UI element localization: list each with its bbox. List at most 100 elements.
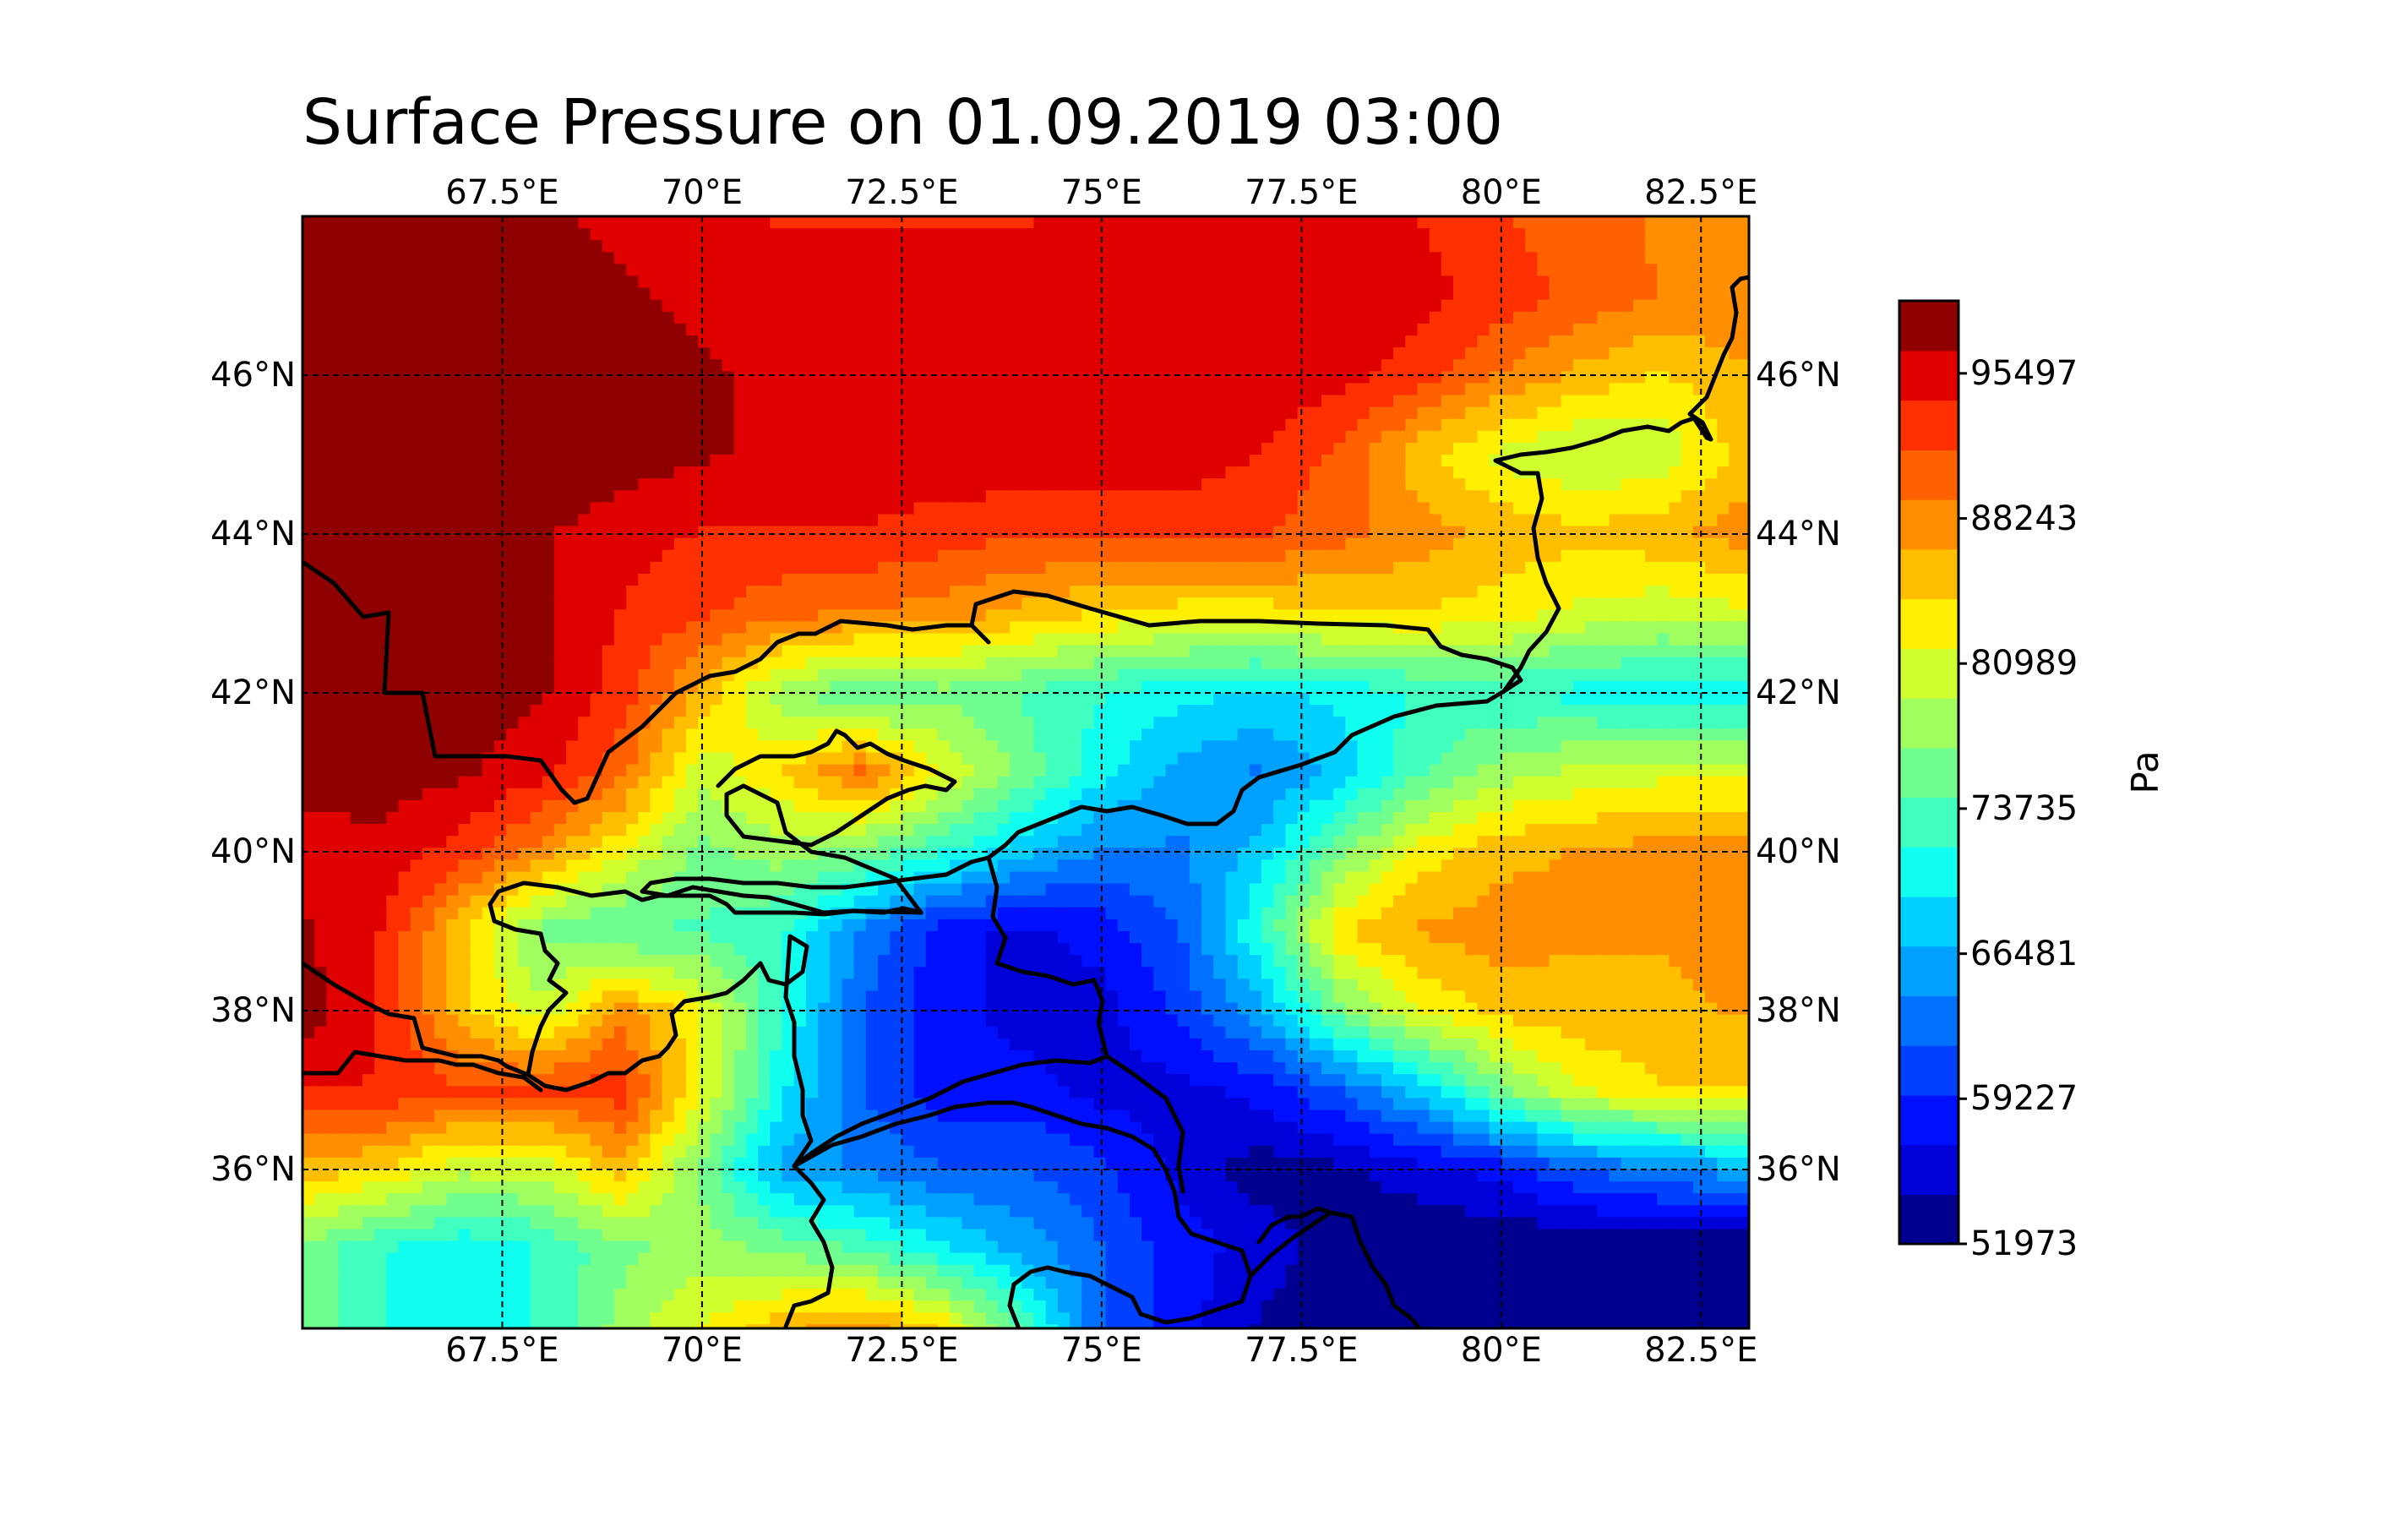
pressure-cell — [506, 621, 520, 635]
pressure-cell — [1561, 383, 1574, 396]
pressure-cell — [1081, 406, 1095, 420]
pressure-cell — [566, 323, 580, 336]
pressure-cell — [1261, 657, 1274, 670]
pressure-cell — [602, 371, 615, 384]
pressure-cell — [925, 430, 939, 444]
pressure-cell — [326, 502, 340, 515]
pressure-cell — [1345, 442, 1359, 455]
pressure-cell — [1093, 466, 1107, 479]
pressure-cell — [434, 252, 448, 265]
pressure-cell — [1165, 597, 1179, 611]
pressure-cell — [1177, 586, 1190, 598]
pressure-cell — [1513, 406, 1526, 420]
pressure-cell — [842, 383, 855, 396]
pressure-cell — [1357, 680, 1370, 694]
pressure-cell — [1261, 526, 1274, 539]
pressure-cell — [1417, 466, 1430, 479]
pressure-cell — [626, 228, 640, 241]
pressure-cell — [1453, 240, 1466, 254]
pressure-cell — [1741, 633, 1749, 646]
pressure-cell — [1669, 347, 1682, 360]
pressure-cell — [626, 311, 640, 324]
pressure-cell — [1105, 633, 1119, 646]
pressure-cell — [1597, 609, 1610, 623]
pressure-cell — [1393, 275, 1407, 289]
pressure-cell — [458, 335, 471, 348]
pressure-cell — [722, 657, 735, 670]
pressure-cell — [1681, 490, 1694, 504]
pressure-cell — [1513, 693, 1526, 706]
pressure-cell — [1729, 609, 1742, 623]
pressure-cell — [530, 597, 543, 611]
pressure-cell — [997, 371, 1011, 384]
pressure-cell — [1297, 645, 1310, 658]
pressure-cell — [1105, 216, 1119, 229]
pressure-cell — [1381, 514, 1394, 527]
pressure-cell — [494, 371, 507, 384]
pressure-cell — [853, 287, 867, 301]
pressure-cell — [434, 680, 448, 694]
pressure-cell — [1021, 299, 1035, 313]
pressure-cell — [758, 216, 771, 229]
pressure-cell — [830, 406, 843, 420]
pressure-cell — [1153, 466, 1167, 479]
pressure-cell — [362, 359, 375, 373]
pressure-cell — [1261, 311, 1274, 324]
pressure-cell — [338, 549, 351, 563]
pressure-cell — [518, 549, 531, 563]
pressure-cell — [1309, 347, 1322, 360]
pressure-cell — [1489, 264, 1502, 277]
pressure-cell — [1261, 609, 1274, 623]
pressure-cell — [650, 574, 663, 586]
pressure-cell — [1010, 633, 1023, 646]
pressure-cell — [997, 442, 1011, 455]
pressure-cell — [1249, 609, 1262, 623]
pressure-cell — [1261, 561, 1274, 575]
pressure-cell — [793, 287, 807, 301]
pressure-cell — [830, 323, 843, 336]
pressure-cell — [1572, 347, 1586, 360]
pressure-cell — [913, 228, 927, 241]
pressure-cell — [710, 609, 723, 623]
pressure-cell — [350, 705, 363, 717]
pressure-cell — [1273, 478, 1287, 492]
pressure-cell — [1513, 299, 1526, 313]
pressure-cell — [1070, 311, 1082, 324]
pressure-cell — [793, 657, 807, 670]
pressure-cell — [494, 359, 507, 373]
pressure-cell — [1105, 275, 1119, 289]
pressure-cell — [338, 466, 351, 479]
pressure-cell — [1309, 478, 1322, 492]
pressure-cell — [1692, 537, 1706, 551]
pressure-cell — [1525, 586, 1539, 598]
pressure-cell — [1393, 299, 1407, 313]
pressure-cell — [950, 418, 963, 432]
pressure-cell — [470, 693, 483, 706]
pressure-cell — [1201, 680, 1215, 694]
pressure-cell — [302, 228, 315, 241]
pressure-cell — [470, 383, 483, 396]
pressure-cell — [650, 478, 663, 492]
pressure-cell — [1357, 228, 1370, 241]
pressure-cell — [1561, 371, 1574, 384]
pressure-cell — [1297, 287, 1310, 301]
pressure-cell — [686, 526, 699, 539]
pressure-cell — [506, 680, 520, 694]
pressure-cell — [1033, 299, 1047, 313]
pressure-cell — [1453, 586, 1466, 598]
pressure-cell — [566, 537, 580, 551]
pressure-cell — [398, 657, 411, 670]
pressure-cell — [553, 621, 567, 635]
pressure-cell — [938, 455, 951, 467]
pressure-cell — [362, 406, 375, 420]
pressure-cell — [1405, 645, 1419, 658]
pressure-cell — [422, 490, 435, 504]
pressure-cell — [1381, 549, 1394, 563]
pressure-cell — [722, 502, 735, 515]
pressure-cell — [1597, 395, 1610, 408]
pressure-cell — [1692, 574, 1706, 586]
pressure-cell — [626, 680, 640, 694]
pressure-cell — [613, 228, 627, 241]
pressure-cell — [1729, 502, 1742, 515]
pressure-cell — [770, 216, 783, 229]
